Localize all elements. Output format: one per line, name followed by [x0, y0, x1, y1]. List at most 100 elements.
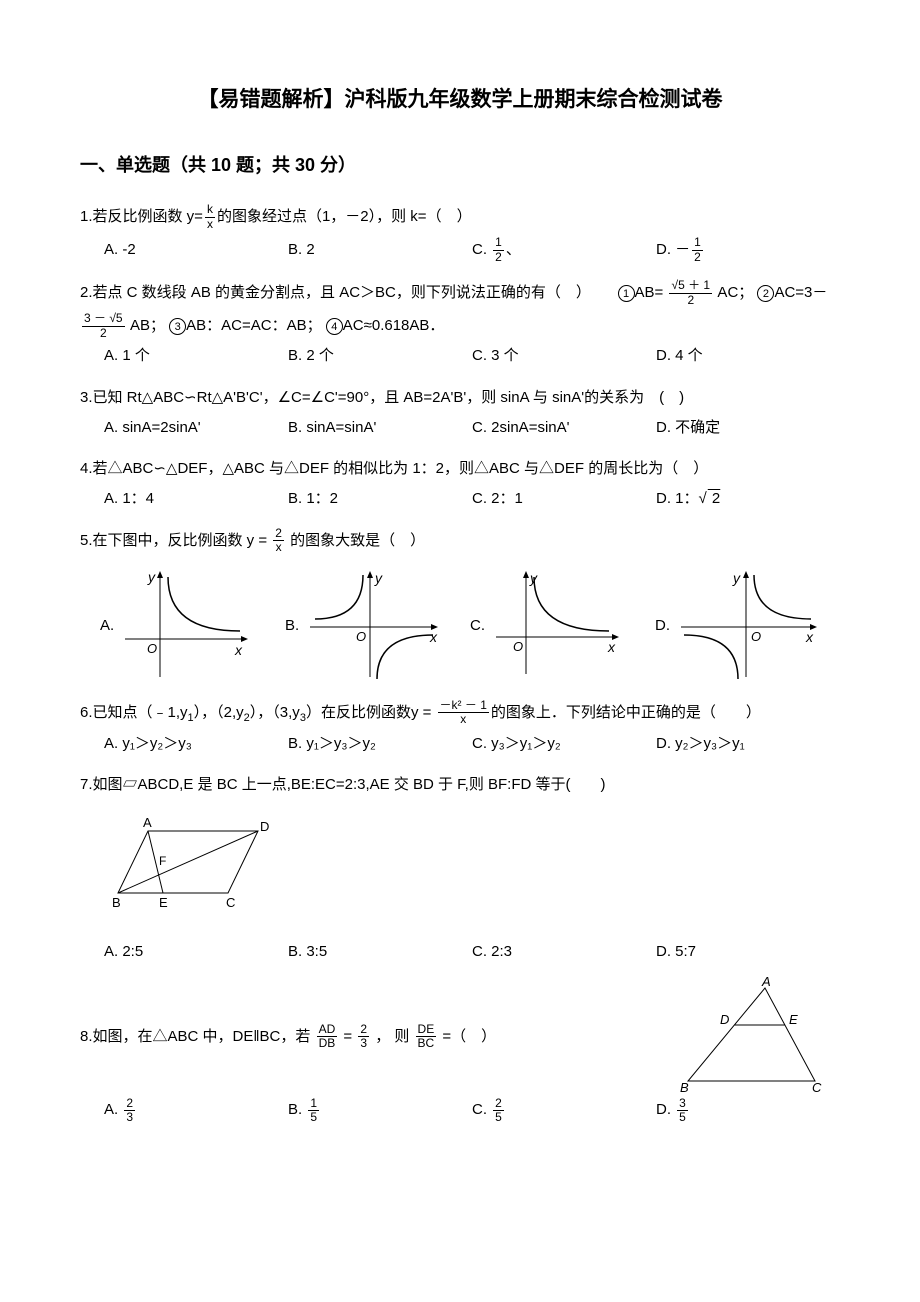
b: B	[680, 1080, 689, 1095]
lbl: C.	[472, 241, 491, 258]
f: F	[159, 854, 166, 868]
n: 2	[358, 1023, 369, 1037]
o: O	[513, 639, 523, 654]
n: √5 ＋ 1	[669, 279, 712, 293]
q6-options: A. y₁＞y₂＞y₃ B. y₁＞y₃＞y₂ C. y₃＞y₁＞y₂ D. y…	[80, 730, 840, 759]
q1-opt-a: A. -2	[104, 233, 288, 266]
d: 3	[358, 1037, 369, 1050]
q6-text: 6.已知点（﹣1,y1），（2,y2），（3,y3）在反比例函数y = －k² …	[80, 696, 840, 730]
section-heading: 一、单选题（共 10 题；共 30 分）	[80, 148, 840, 182]
question-1: 1.若反比例函数 y=kx的图象经过点（1，－2），则 k=（ ） A. -2 …	[80, 200, 840, 266]
f2: 23	[358, 1023, 369, 1050]
pre: 5.在下图中，反比例函数 y =	[80, 532, 271, 549]
graph-a: A. y x O	[100, 569, 285, 684]
x: x	[429, 629, 438, 645]
d: D	[260, 819, 269, 834]
t2: AC=3	[774, 284, 812, 301]
p3: ），（3,y	[250, 704, 300, 721]
question-3: 3.已知 Rt△ABC∽Rt△A'B'C'，∠C=∠C'=90°，且 AB=2A…	[80, 381, 840, 443]
opt-c: C. 2sinA=sinA'	[472, 414, 656, 443]
question-4: 4.若△ABC∽△DEF，△ABC 与△DEF 的相似比为 1：2，则△ABC …	[80, 452, 840, 514]
y: y	[374, 570, 383, 586]
post: 、	[506, 241, 521, 258]
p: 8.如图，在△ABC 中，DE‖BC，若	[80, 1028, 315, 1045]
opt-a: A. 1：4	[104, 485, 288, 514]
d: 5	[308, 1111, 319, 1124]
d: 5	[677, 1111, 688, 1124]
d: 2	[692, 251, 703, 264]
n: 2	[124, 1097, 135, 1111]
f3: DEBC	[416, 1023, 437, 1050]
q7-options: A. 2:5 B. 3:5 C. 2:3 D. 5:7	[80, 938, 840, 967]
c: C	[812, 1080, 822, 1095]
d: x	[438, 713, 489, 726]
pre: 2.若点 C 数线段 AB 的黄金分割点，且 AC＞BC，则下列说法正确的有（ …	[80, 284, 613, 301]
q5-text: 5.在下图中，反比例函数 y = 2x 的图象大致是（ ）	[80, 524, 840, 557]
q1-opt-d: D. －12	[656, 233, 840, 266]
opt-a: A. y₁＞y₂＞y₃	[104, 730, 288, 759]
q2-text: 2.若点 C 数线段 AB 的黄金分割点，且 AC＞BC，则下列说法正确的有（ …	[80, 276, 840, 342]
q7-svg: A D B C E F	[108, 813, 278, 913]
eq2: =（ ）	[438, 1028, 496, 1045]
frac: 12	[692, 236, 703, 263]
frac-num: k	[205, 203, 215, 217]
x: x	[607, 639, 616, 655]
n: 3 － √5	[82, 312, 125, 326]
q8-options: A. 23 B. 15 C. 25 D. 35	[80, 1096, 840, 1125]
d: 3	[124, 1111, 135, 1124]
t1: AB=	[635, 284, 668, 301]
y: y	[147, 569, 156, 585]
q7-text: 7.如图▱ABCD,E 是 BC 上一点,BE:EC=2:3,AE 交 BD 于…	[80, 768, 840, 801]
lbl-c: C.	[470, 612, 485, 641]
opt-d: D. 4 个	[656, 342, 840, 371]
q3-options: A. sinA=2sinA' B. sinA=sinA' C. 2sinA=si…	[80, 414, 840, 443]
opt-a: A. sinA=2sinA'	[104, 414, 288, 443]
q1-opt-c: C. 12、	[472, 233, 656, 266]
o: O	[356, 629, 366, 644]
q1-opt-b: B. 2	[288, 233, 472, 266]
q1-text: 1.若反比例函数 y=kx的图象经过点（1，－2），则 k=（ ）	[80, 200, 840, 233]
opt-a: A. 23	[104, 1096, 288, 1125]
opt-b: B. 3:5	[288, 938, 472, 967]
t3: AB：AC=AC：AB；	[186, 317, 321, 334]
opt-c: C. 3 个	[472, 342, 656, 371]
q4-text: 4.若△ABC∽△DEF，△ABC 与△DEF 的相似比为 1：2，则△ABC …	[80, 452, 840, 485]
graph-a-svg: y x O	[120, 569, 250, 684]
question-7: 7.如图▱ABCD,E 是 BC 上一点,BE:EC=2:3,AE 交 BD 于…	[80, 768, 840, 966]
x: x	[234, 642, 243, 658]
o: O	[751, 629, 761, 644]
f: 25	[493, 1097, 504, 1124]
eq1: =	[339, 1028, 356, 1045]
a: A	[761, 976, 771, 989]
circled-2: 2	[757, 285, 774, 302]
opt-b: B. sinA=sinA'	[288, 414, 472, 443]
f1: √5 ＋ 12	[669, 279, 712, 306]
circled-3: 3	[169, 318, 186, 335]
circled-4: 4	[326, 318, 343, 335]
lbl-d: D.	[655, 612, 670, 641]
opt-a: A. 2:5	[104, 938, 288, 967]
post: 的图象大致是（ ）	[286, 532, 425, 549]
opt-d: D. y₂＞y₃＞y₁	[656, 730, 840, 759]
question-8: 8.如图，在△ABC 中，DE‖BC，若 ADDB = 23 ， 则 DEBC …	[80, 976, 840, 1125]
n: AD	[317, 1023, 338, 1037]
n: 1	[692, 236, 703, 250]
opt-c: C. 2：1	[472, 485, 656, 514]
graph-c-svg: y x O	[491, 569, 621, 684]
page-title: 【易错题解析】沪科版九年级数学上册期末综合检测试卷	[80, 80, 840, 120]
graph-b: B. y x O	[285, 569, 470, 684]
d: 2	[669, 294, 712, 307]
opt-b: B. 15	[288, 1096, 472, 1125]
q7-figure: A D B C E F	[108, 813, 840, 924]
q2-options: A. 1 个 B. 2 个 C. 3 个 D. 4 个	[80, 342, 840, 371]
q4-options: A. 1：4 B. 1：2 C. 2：1 D. 1：√ 2	[80, 485, 840, 514]
graph-c: C. y x O	[470, 569, 655, 684]
q1-options: A. -2 B. 2 C. 12、 D. －12	[80, 233, 840, 266]
lbl-b: B.	[285, 612, 299, 641]
opt-b: B. 2 个	[288, 342, 472, 371]
e: E	[789, 1012, 798, 1027]
b: B	[112, 895, 121, 910]
mid: ， 则	[371, 1028, 414, 1045]
opt-c: C. 2:3	[472, 938, 656, 967]
graph-b-svg: y x O	[305, 569, 445, 684]
